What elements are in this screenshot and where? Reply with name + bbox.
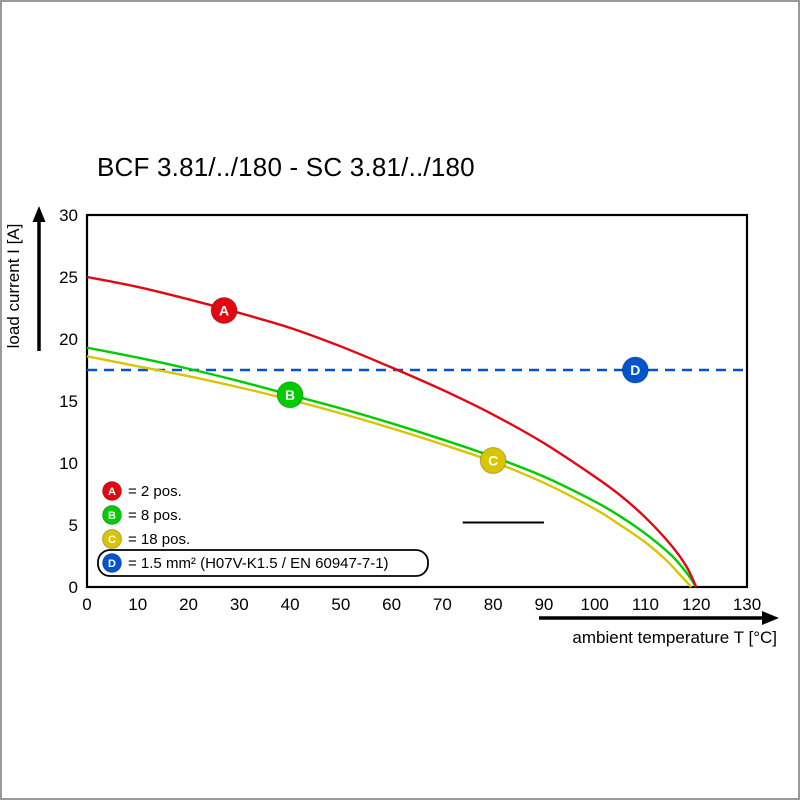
marker-letter-B: B <box>285 387 295 403</box>
y-tick-label: 10 <box>59 454 78 473</box>
y-tick-label: 30 <box>59 206 78 225</box>
curve-C <box>86 355 693 588</box>
marker-letter-A: A <box>219 302 229 318</box>
curve-B <box>86 346 698 588</box>
legend-box-D <box>97 549 429 577</box>
legend-letter-B: B <box>108 510 116 522</box>
legend-label-B: = 8 pos. <box>128 507 182 524</box>
marker-C <box>479 447 507 475</box>
legend-letter-C: C <box>108 534 116 546</box>
x-tick-label: 90 <box>534 595 553 614</box>
marker-A <box>210 296 238 324</box>
y-tick-label: 5 <box>69 516 78 535</box>
x-tick-label: 110 <box>632 595 659 614</box>
legend-marker-A <box>102 481 122 501</box>
x-tick-label: 60 <box>382 595 401 614</box>
legend-letter-A: A <box>108 486 116 498</box>
marker-letter-C: C <box>488 453 498 469</box>
marker-B <box>276 381 304 409</box>
chart-title: BCF 3.81/../180 - SC 3.81/../180 <box>97 152 475 182</box>
y-tick-label: 15 <box>59 392 78 411</box>
x-tick-label: 100 <box>581 595 609 614</box>
legend-label-D: = 1.5 mm² (H07V-K1.5 / EN 60947-7-1) <box>128 555 389 572</box>
legend-letter-D: D <box>108 558 116 570</box>
x-tick-label: 80 <box>484 595 503 614</box>
x-axis-arrowhead-icon <box>762 611 779 625</box>
legend-marker-C <box>102 529 122 549</box>
plot-frame <box>85 213 749 589</box>
x-tick-label: 70 <box>433 595 452 614</box>
y-axis-arrowhead-icon <box>32 206 46 222</box>
x-tick-label: 130 <box>733 595 761 614</box>
y-axis-label: load current I [A] <box>4 224 23 349</box>
marker-D <box>621 356 649 384</box>
legend-label-A: = 2 pos. <box>128 483 182 500</box>
y-tick-label: 25 <box>59 268 78 287</box>
x-tick-label: 0 <box>82 595 91 614</box>
x-tick-label: 20 <box>179 595 198 614</box>
x-axis-label: ambient temperature T [°C] <box>572 628 777 647</box>
marker-letter-D: D <box>630 362 640 378</box>
legend-label-C: = 18 pos. <box>128 531 190 548</box>
y-tick-label: 20 <box>59 330 78 349</box>
legend-marker-B <box>102 505 122 525</box>
y-tick-label: 0 <box>69 578 78 597</box>
x-tick-label: 50 <box>331 595 350 614</box>
legend-marker-D <box>102 553 122 573</box>
x-tick-label: 10 <box>128 595 147 614</box>
x-tick-label: 120 <box>682 595 710 614</box>
x-tick-label: 40 <box>281 595 300 614</box>
x-tick-label: 30 <box>230 595 249 614</box>
